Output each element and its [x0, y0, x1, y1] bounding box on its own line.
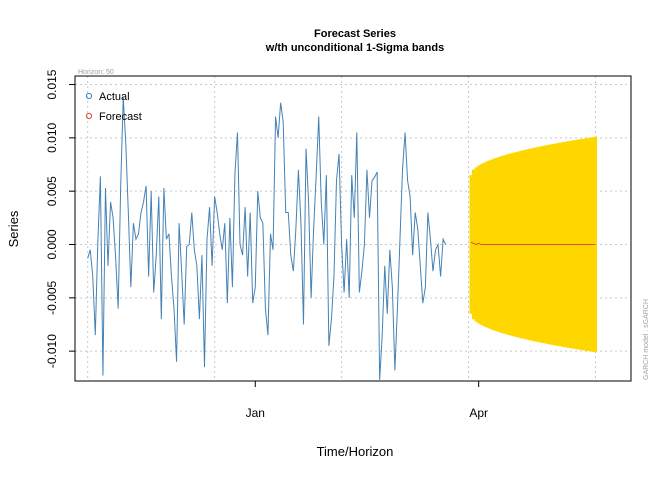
x-tick-label: Apr — [469, 406, 488, 420]
x-axis-label: Time/Horizon — [317, 444, 394, 459]
y-axis: -0.010 -0.005 0.000 0.005 0.010 0.015 — [45, 69, 75, 368]
plot-box — [74, 75, 632, 382]
legend-actual-label: Actual — [99, 91, 130, 103]
legend-actual-marker — [85, 92, 93, 100]
x-axis: Jan Apr — [246, 381, 488, 420]
band-segment — [469, 175, 473, 314]
chart-title: Forecast Series — [314, 28, 396, 40]
y-tick-label: 0.000 — [45, 229, 59, 259]
y-tick-label: 0.005 — [45, 176, 59, 206]
y-axis-label: Series — [6, 210, 21, 247]
actual-series-line — [87, 97, 447, 380]
chart-subtitle: w/th unconditional 1-Sigma bands — [265, 42, 444, 54]
forecast-series-line — [470, 241, 596, 246]
series-lines — [87, 97, 596, 380]
legend-forecast-label: Forecast — [99, 111, 142, 123]
y-tick-label: -0.005 — [45, 280, 59, 314]
band-segment — [471, 169, 476, 320]
model-note: GARCH model : sGARCH — [643, 299, 650, 380]
legend-forecast-marker — [85, 112, 93, 120]
x-tick-label: Jan — [246, 406, 265, 420]
grid — [75, 76, 631, 381]
horizon-label: Horizon: 50 — [78, 69, 114, 76]
y-tick-label: 0.010 — [45, 123, 59, 153]
y-tick-label: 0.015 — [45, 69, 59, 99]
y-tick-label: -0.010 — [45, 334, 59, 368]
legend: Actual Forecast — [85, 91, 142, 123]
band-segment — [477, 165, 481, 324]
